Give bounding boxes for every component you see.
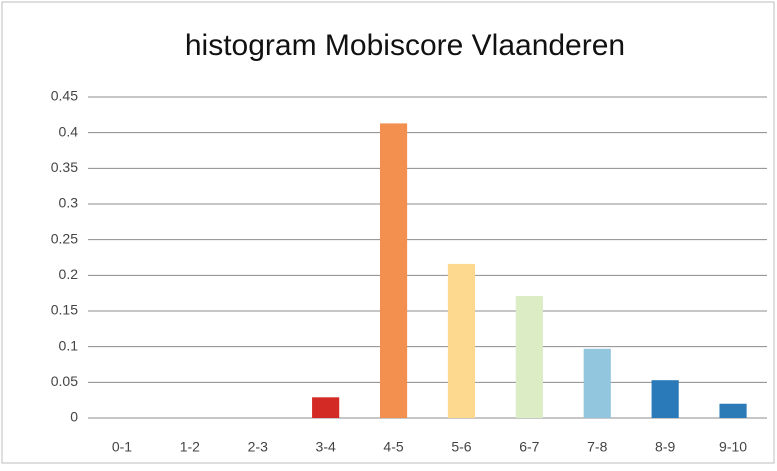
bar (379, 123, 408, 418)
x-tick-label: 5-6 (451, 439, 471, 455)
y-tick-label: 0.05 (51, 373, 78, 389)
x-tick-label: 2-3 (248, 439, 268, 455)
y-tick-label: 0.1 (59, 337, 79, 353)
x-tick-label: 4-5 (383, 439, 403, 455)
x-tick-label: 7-8 (587, 439, 607, 455)
x-tick-label: 8-9 (655, 439, 675, 455)
y-tick-label: 0.3 (59, 195, 79, 211)
x-tick-label: 0-1 (112, 439, 132, 455)
y-tick-label: 0.45 (51, 88, 78, 104)
x-tick-label: 3-4 (316, 439, 336, 455)
bar (312, 397, 340, 418)
x-tick-label: 1-2 (180, 439, 200, 455)
x-tick-label: 6-7 (519, 439, 539, 455)
y-tick-label: 0.4 (59, 123, 79, 139)
y-tick-label: 0.2 (59, 266, 79, 282)
bar (515, 296, 543, 418)
y-tick-label: 0 (70, 409, 78, 425)
bar (583, 348, 611, 418)
y-tick-label: 0.35 (51, 159, 78, 175)
bar (651, 380, 679, 418)
y-tick-label: 0.25 (51, 230, 78, 246)
y-tick-label: 0.15 (51, 302, 78, 318)
chart-title: histogram Mobiscore Vlaanderen (185, 29, 625, 62)
x-tick-label: 9-10 (719, 439, 747, 455)
bar (719, 403, 747, 418)
bar (447, 263, 476, 418)
